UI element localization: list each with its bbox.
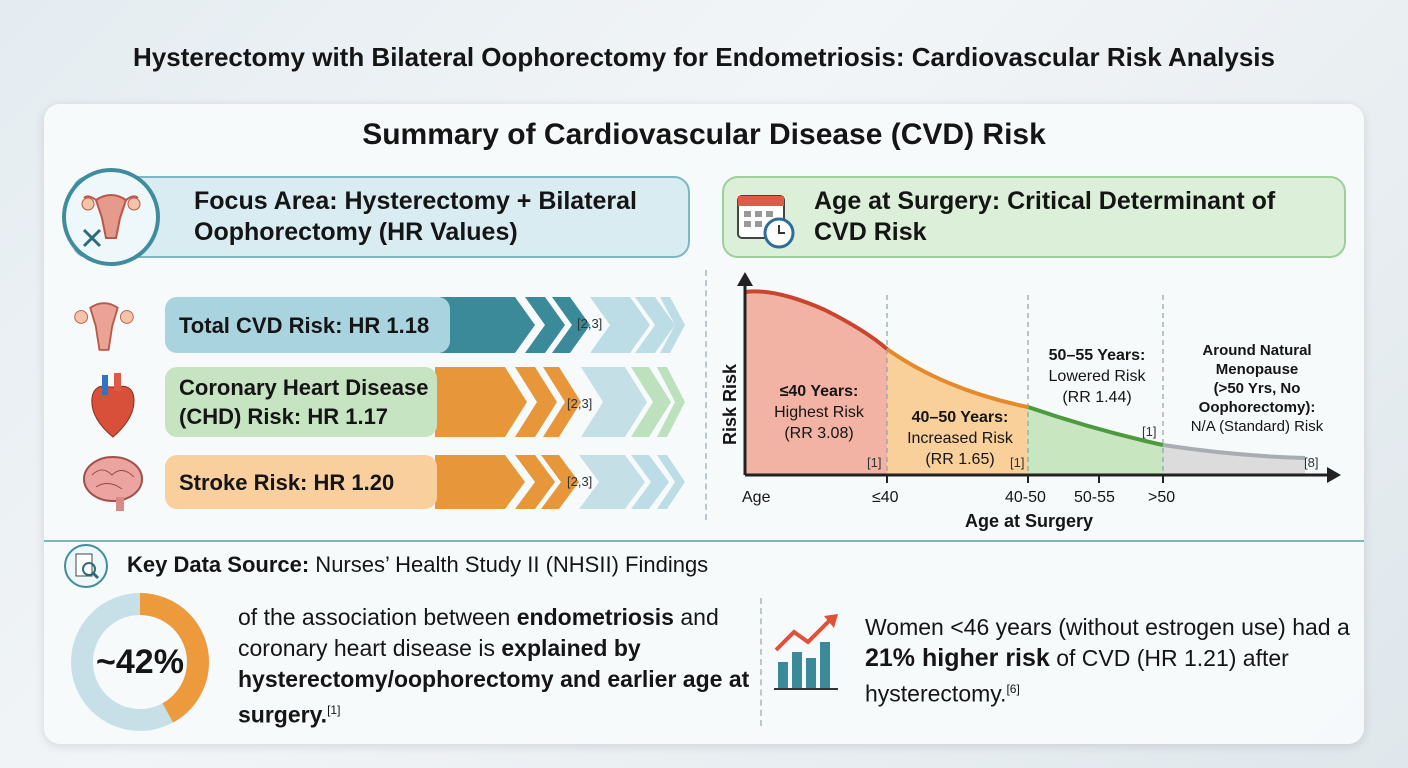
focus-area-text: Focus Area: Hysterectomy + Bilateral Oop… bbox=[194, 187, 638, 246]
women-under-46-finding: Women <46 years (without estrogen use) h… bbox=[865, 614, 1350, 707]
section-divider bbox=[44, 540, 1364, 542]
zone-title: (>50 Yrs, No bbox=[1213, 380, 1301, 397]
zone-title: Menopause bbox=[1215, 361, 1299, 378]
bottom-divider bbox=[760, 598, 762, 726]
progress-chevrons bbox=[440, 297, 685, 353]
uterus-scissors-icon bbox=[62, 168, 160, 266]
zone-50-55 bbox=[1028, 407, 1163, 475]
document-search-icon bbox=[64, 544, 108, 588]
uterus-icon bbox=[74, 302, 134, 351]
donut-value: ~42% bbox=[96, 643, 184, 681]
citation: [2,3] bbox=[567, 474, 593, 489]
age-risk-chart bbox=[737, 272, 1341, 483]
zone-desc: Highest Risk bbox=[774, 404, 864, 421]
section-title: Summary of Cardiovascular Disease (CVD) … bbox=[362, 118, 1046, 151]
x-axis-label: Age at Surgery bbox=[965, 511, 1094, 531]
zone-title: Around Natural bbox=[1202, 342, 1312, 359]
zone-desc: N/A (Standard) Risk bbox=[1190, 418, 1324, 435]
chd-label: Coronary Heart Disease (CHD) Risk: HR 1.… bbox=[165, 367, 437, 437]
tick-label: Age bbox=[742, 489, 771, 506]
trend-chart-icon bbox=[774, 614, 838, 690]
heart-icon bbox=[91, 373, 135, 438]
zone-desc: Increased Risk bbox=[907, 430, 1013, 447]
focus-area-header: Focus Area: Hysterectomy + Bilateral Oop… bbox=[72, 176, 690, 258]
zone-label-50-55: 50–55 Years: Lowered Risk (RR 1.44) bbox=[1032, 345, 1162, 408]
zone-label-40-50: 40–50 Years: Increased Risk (RR 1.65) bbox=[890, 407, 1030, 470]
age-at-surgery-header: Age at Surgery: Critical Determinant of … bbox=[722, 176, 1346, 258]
stroke-label: Stroke Risk: HR 1.20 bbox=[165, 455, 437, 509]
zone-natural bbox=[1163, 445, 1305, 475]
curve-green bbox=[1027, 405, 1164, 447]
zone-le40 bbox=[745, 291, 887, 475]
progress-chevrons bbox=[435, 367, 685, 437]
zone-value: (RR 1.65) bbox=[925, 451, 995, 468]
calendar-clock-icon bbox=[735, 188, 797, 255]
zone-title: ≤40 Years: bbox=[779, 383, 859, 400]
zone-title: 50–55 Years: bbox=[1048, 347, 1146, 364]
zone-desc: Lowered Risk bbox=[1048, 368, 1146, 385]
zone-title: 40–50 Years: bbox=[911, 409, 1009, 426]
zone-title: Oophorectomy): bbox=[1198, 399, 1316, 416]
citation: [1] bbox=[1142, 424, 1157, 439]
zone-value: (RR 3.08) bbox=[784, 425, 854, 442]
brain-icon bbox=[83, 456, 143, 511]
donut-fill bbox=[71, 593, 209, 731]
zone-value: (RR 1.44) bbox=[1062, 389, 1132, 406]
curve-gray bbox=[1162, 443, 1306, 460]
y-axis-label: Risk Risk bbox=[720, 363, 740, 445]
age-header-text: Age at Surgery: Critical Determinant of … bbox=[814, 187, 1276, 246]
citation: [2,3] bbox=[577, 316, 603, 331]
panel-divider bbox=[705, 270, 707, 520]
citation: [1] bbox=[867, 455, 882, 470]
zone-40-50 bbox=[887, 349, 1028, 475]
main-title: Hysterectomy with Bilateral Oophorectomy… bbox=[133, 42, 1275, 72]
source-label: Key Data Source: bbox=[127, 552, 310, 577]
citation: [2,3] bbox=[567, 396, 593, 411]
zone-label-natural: Around Natural Menopause (>50 Yrs, No Oopho… bbox=[1168, 341, 1346, 436]
citation: [1] bbox=[1010, 455, 1025, 470]
tick-label: >50 bbox=[1148, 489, 1176, 506]
zone-label-le40: ≤40 Years: Highest Risk (RR 3.08) bbox=[752, 381, 886, 444]
progress-chevrons bbox=[435, 455, 685, 509]
nhsii-finding: of the association between endometriosis… bbox=[238, 604, 750, 728]
curve-orange bbox=[885, 347, 1029, 409]
donut-chart bbox=[71, 593, 209, 731]
source-text: Nurses’ Health Study II (NHSII) Findings bbox=[309, 552, 709, 577]
citation: [8] bbox=[1304, 455, 1319, 470]
data-source: Key Data Source: Nurses’ Health Study II… bbox=[127, 552, 708, 578]
total-cvd-label: Total CVD Risk: HR 1.18 bbox=[165, 297, 450, 353]
curve-red bbox=[744, 289, 889, 351]
tick-label: ≤40 bbox=[872, 489, 899, 506]
tick-label: 50-55 bbox=[1074, 489, 1115, 506]
tick-label: 40-50 bbox=[1005, 489, 1046, 506]
